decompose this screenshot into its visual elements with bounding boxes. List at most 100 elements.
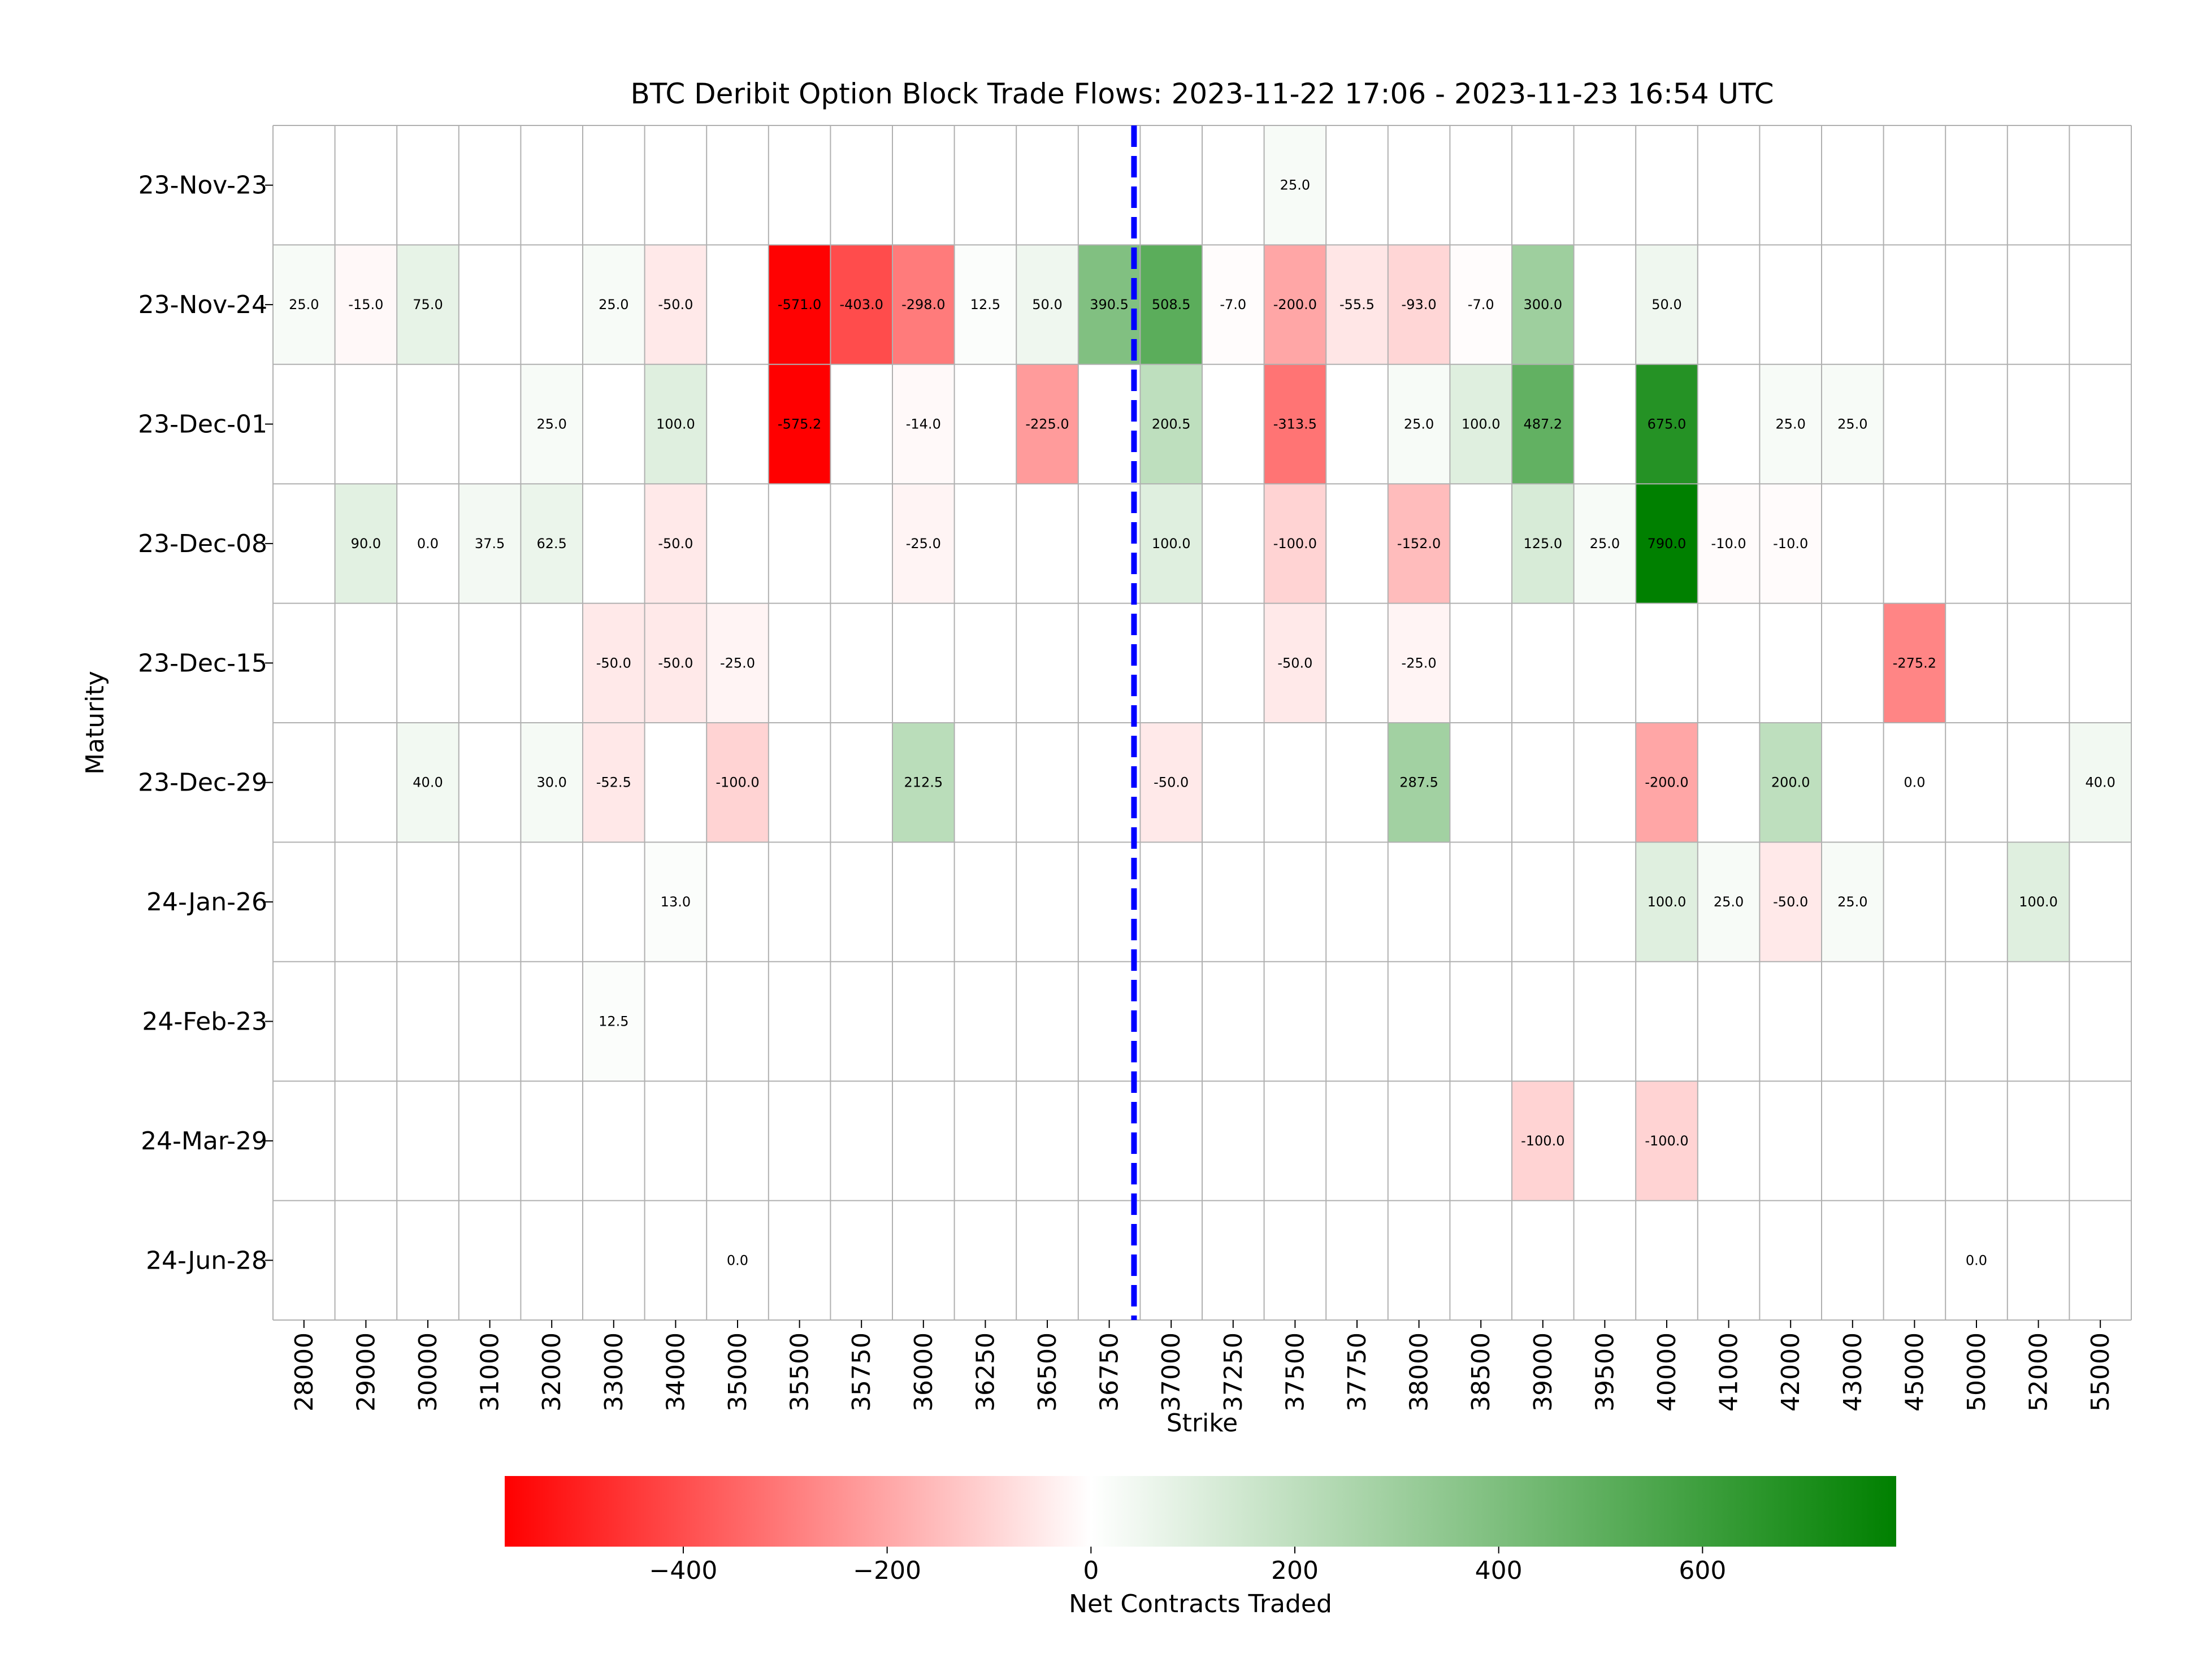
cell-value-label: 212.5	[904, 775, 943, 791]
cell-value-label: -14.0	[906, 416, 941, 432]
heatmap-cell	[1636, 484, 1698, 604]
cell-value-label: -313.5	[1273, 416, 1317, 432]
cell-value-label: 0.0	[1904, 775, 1925, 791]
cell-value-label: -50.0	[1773, 894, 1808, 910]
y-tick-label: 23-Dec-01	[138, 410, 267, 439]
heatmap-cell	[1264, 603, 1326, 723]
heatmap-cell	[1759, 484, 1822, 604]
x-tick-label: 31000	[476, 1332, 505, 1412]
y-tick-label: 23-Nov-23	[138, 171, 267, 200]
heatmap-cell	[1573, 484, 1636, 604]
heatmap-cell	[1388, 364, 1450, 484]
cell-value-label: 100.0	[1462, 416, 1501, 432]
x-tick-label: 42000	[1776, 1332, 1805, 1412]
cell-value-label: -50.0	[1277, 655, 1312, 671]
cell-value-label: 13.0	[661, 894, 691, 910]
cell-value-label: 100.0	[656, 416, 695, 432]
heatmap-cell	[583, 723, 645, 843]
heatmap-cell	[335, 245, 397, 364]
heatmap-cell	[521, 364, 583, 484]
heatmap-cell	[1945, 1200, 2008, 1320]
colorbar-title: Net Contracts Traded	[1069, 1590, 1332, 1618]
y-tick-label: 23-Dec-15	[138, 649, 267, 678]
heatmap-cell	[830, 245, 892, 364]
x-tick-label: 37500	[1281, 1332, 1310, 1412]
cell-value-label: -152.0	[1397, 536, 1441, 552]
cell-value-label: 25.0	[1590, 536, 1620, 552]
chart-title: BTC Deribit Option Block Trade Flows: 20…	[630, 77, 1774, 110]
x-tick-label: 34000	[661, 1332, 690, 1412]
colorbar-tick-label: −400	[649, 1556, 718, 1585]
heatmap-cell	[1140, 364, 1202, 484]
heatmap-cell	[583, 961, 645, 1082]
cell-value-label: -7.0	[1468, 297, 1494, 312]
heatmap-cell	[1388, 245, 1450, 364]
cell-value-label: 40.0	[2085, 775, 2115, 791]
x-tick-label: 52000	[2024, 1332, 2053, 1412]
heatmap-cell	[768, 364, 831, 484]
cell-value-label: 300.0	[1523, 297, 1562, 312]
heatmap-cell	[2007, 842, 2070, 962]
cell-value-label: 508.5	[1152, 297, 1191, 312]
heatmap-cell	[1450, 245, 1512, 364]
cell-value-label: 200.0	[1771, 775, 1810, 791]
heatmap-cell	[397, 245, 459, 364]
cell-value-label: 50.0	[1651, 297, 1681, 312]
cell-value-label: 125.0	[1523, 536, 1562, 552]
x-tick-label: 50000	[1962, 1332, 1991, 1412]
x-tick-label: 55000	[2086, 1332, 2115, 1412]
heatmap-cell	[521, 484, 583, 604]
colorbar-tick-label: 600	[1679, 1556, 1726, 1585]
cell-value-label: 100.0	[1648, 894, 1687, 910]
cell-value-label: 30.0	[536, 775, 566, 791]
cell-value-label: -100.0	[1645, 1133, 1688, 1149]
cell-value-label: 675.0	[1648, 416, 1687, 432]
cell-value-label: 25.0	[599, 297, 628, 312]
x-tick-label: 36750	[1095, 1332, 1124, 1412]
x-tick-label: 32000	[537, 1332, 566, 1412]
x-tick-label: 38000	[1405, 1332, 1434, 1412]
cell-value-label: -403.0	[840, 297, 883, 312]
heatmap-cell	[1636, 245, 1698, 364]
y-tick-label: 23-Nov-24	[138, 290, 267, 319]
cell-value-label: 62.5	[536, 536, 566, 552]
cell-value-label: 790.0	[1648, 536, 1687, 552]
cell-value-label: -100.0	[1273, 536, 1317, 552]
y-tick-label: 24-Mar-29	[141, 1127, 267, 1156]
cell-value-label: 25.0	[536, 416, 566, 432]
heatmap-cell	[1636, 842, 1698, 962]
heatmap-cells	[273, 125, 2131, 1320]
heatmap-cell	[892, 245, 955, 364]
x-tick-label: 36000	[909, 1332, 938, 1412]
heatmap-cell	[1883, 723, 1946, 843]
heatmap-cell	[1264, 125, 1326, 245]
heatmap-cell	[1759, 723, 1822, 843]
y-axis-ticks: 23-Nov-23 23-Nov-24 23-Dec-01 23-Dec-08 23-D…	[138, 171, 273, 1275]
heatmap-cell	[1636, 723, 1698, 843]
cell-value-label: -200.0	[1273, 297, 1317, 312]
cell-value-label: -25.0	[906, 536, 941, 552]
heatmap-cell	[1016, 245, 1078, 364]
cell-value-label: -225.0	[1025, 416, 1069, 432]
y-tick-label: 24-Jun-28	[146, 1246, 267, 1275]
cell-value-label: -575.2	[778, 416, 821, 432]
heatmap-cell	[892, 723, 955, 843]
cell-value-label: 390.5	[1090, 297, 1129, 312]
colorbar-tick-label: 0	[1083, 1556, 1099, 1585]
x-tick-label: 40000	[1653, 1332, 1681, 1412]
cell-value-label: -15.0	[348, 297, 383, 312]
heatmap-cell	[1388, 723, 1450, 843]
cell-value-labels: 25.0 25.0 -15.0 75.0 25.0 -50.0 -571.0 -403.0 -2…	[289, 177, 2115, 1269]
cell-value-label: 0.0	[1966, 1252, 1987, 1268]
x-tick-label: 28000	[290, 1332, 319, 1412]
cell-value-label: -10.0	[1711, 536, 1746, 552]
heatmap-grid	[272, 125, 2132, 1321]
cell-value-label: 50.0	[1032, 297, 1062, 312]
heatmap-cell	[706, 603, 769, 723]
cell-value-label: 287.5	[1399, 775, 1438, 791]
heatmap-cell	[1264, 364, 1326, 484]
heatmap-cell	[583, 245, 645, 364]
y-tick-label: 23-Dec-29	[138, 769, 267, 797]
heatmap-cell	[1883, 603, 1946, 723]
